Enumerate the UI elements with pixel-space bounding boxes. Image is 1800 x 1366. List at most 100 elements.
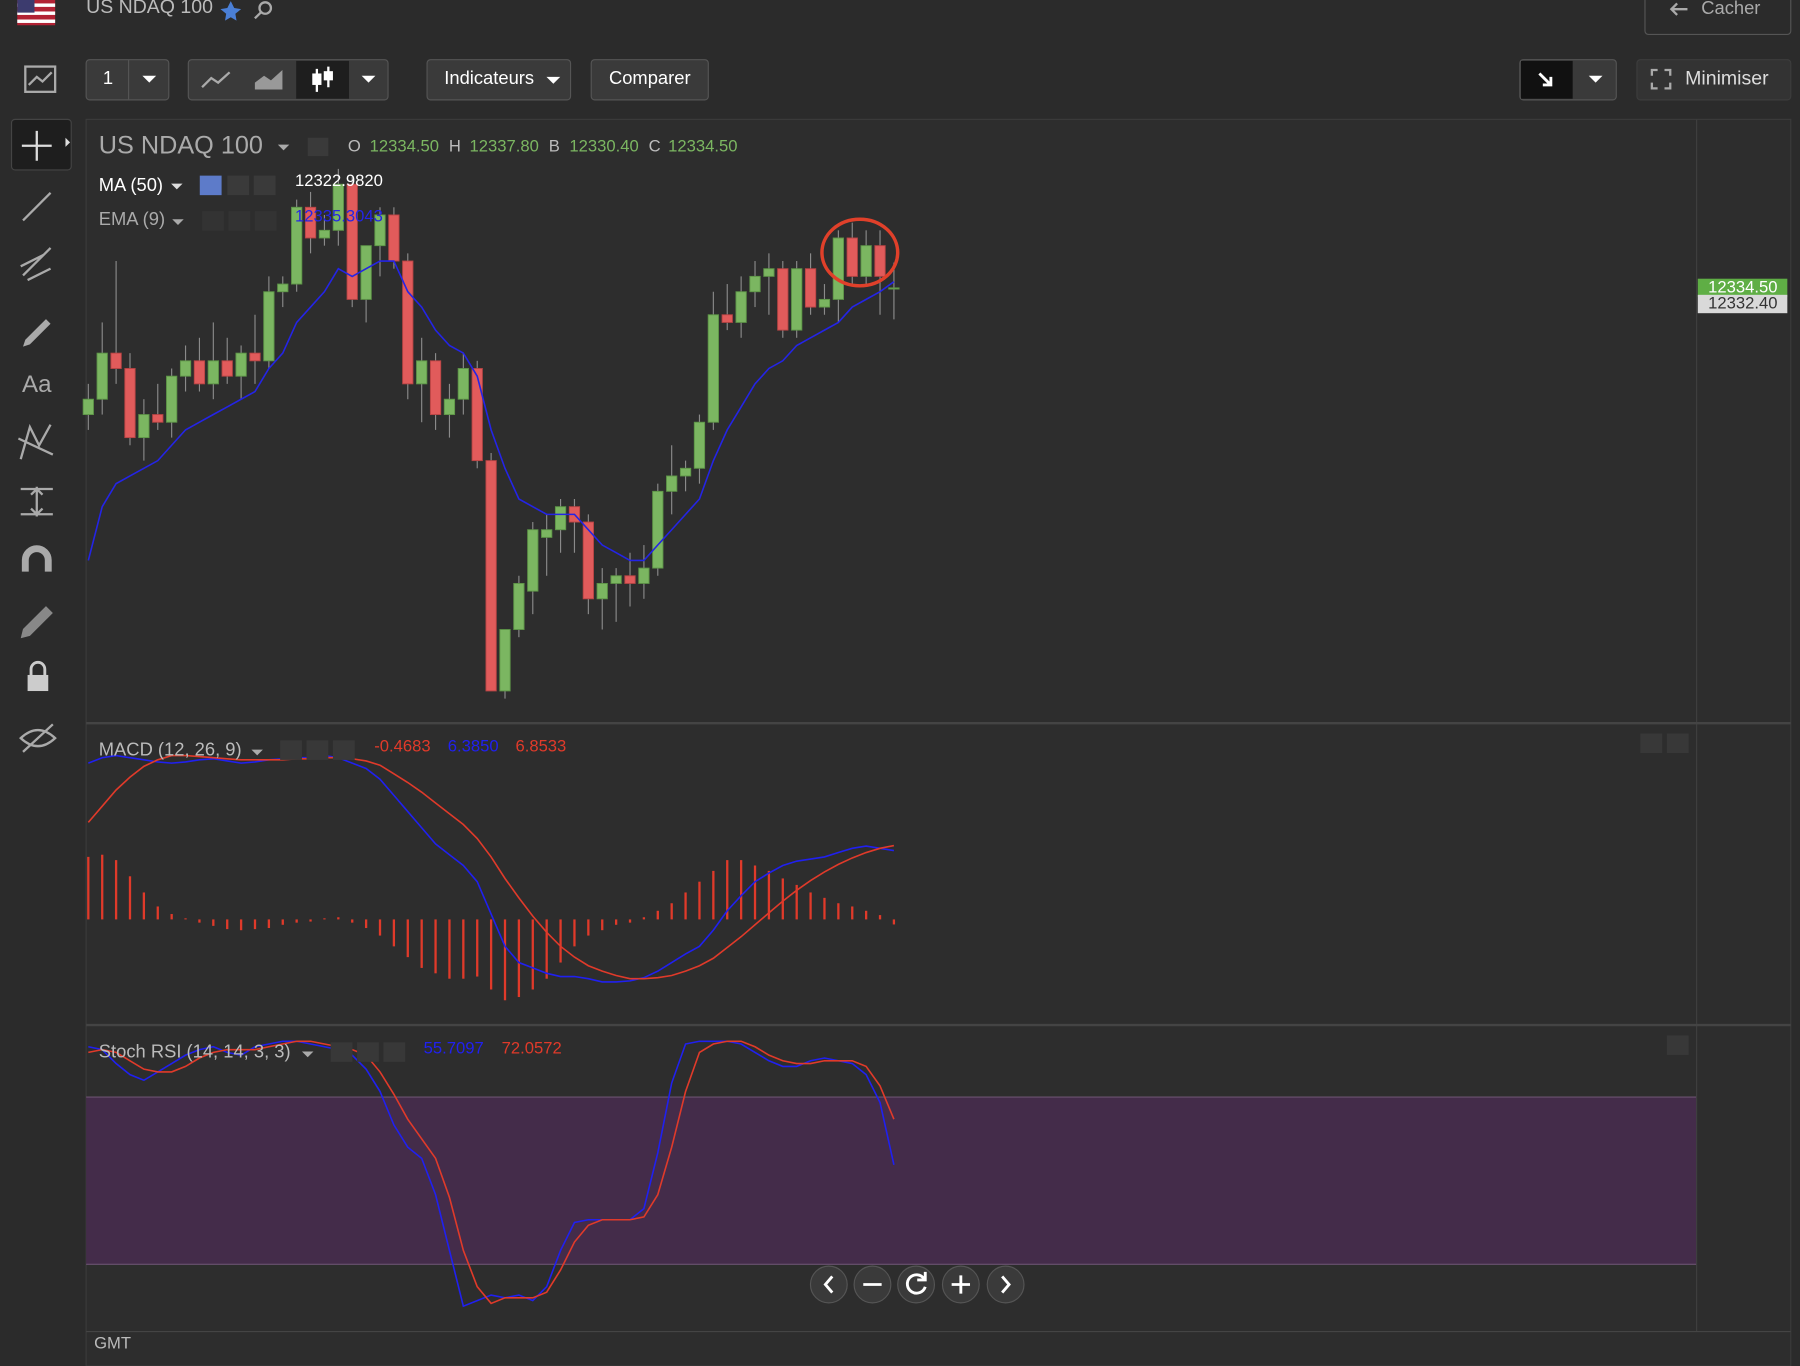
move-up-button[interactable] <box>1666 1035 1689 1055</box>
stoch-legend-value: 55.7097 <box>424 1039 484 1058</box>
interval-label[interactable]: 1 <box>103 67 113 88</box>
minimize-button[interactable] <box>1636 59 1792 101</box>
scroll-left-button[interactable] <box>809 1265 848 1304</box>
crosshair-tool-selected[interactable] <box>10 118 72 171</box>
dropdown-caret[interactable] <box>277 144 290 151</box>
candle-body <box>471 368 483 462</box>
reset-button[interactable] <box>897 1265 936 1304</box>
search-icon[interactable] <box>258 1 273 15</box>
dropdown-caret[interactable] <box>171 183 183 190</box>
scroll-right-button[interactable] <box>986 1265 1025 1304</box>
minimize-label[interactable]: Minimiser <box>1685 67 1769 89</box>
remove-icon[interactable] <box>253 175 276 196</box>
settings-icon[interactable] <box>306 740 329 760</box>
hide-drawings-tool[interactable] <box>19 723 57 753</box>
indicators-label[interactable]: Indicateurs <box>444 67 534 88</box>
histogram-bar <box>364 919 368 929</box>
top-bar: US NDAQ 100 Cacher <box>17 0 1792 36</box>
dropdown-caret[interactable] <box>251 749 263 756</box>
visibility-icon[interactable] <box>199 175 222 196</box>
candle-body <box>735 291 747 323</box>
brush-tool[interactable] <box>23 319 51 347</box>
dropdown-caret[interactable] <box>546 76 561 84</box>
macd-legend-value: 6.8533 <box>515 737 566 756</box>
candle-body <box>791 268 803 331</box>
candle-body <box>624 575 636 584</box>
histogram-bar <box>114 860 118 920</box>
move-down-button[interactable] <box>1666 733 1689 754</box>
measure-tool[interactable] <box>20 486 53 517</box>
histogram-bar <box>614 919 618 925</box>
histogram-bar <box>378 919 382 936</box>
hide-button-label[interactable]: Cacher <box>1701 0 1760 18</box>
fib-tool[interactable] <box>20 247 52 282</box>
histogram-bar <box>503 919 507 1001</box>
flag-stripe <box>17 11 56 15</box>
visibility-icon[interactable] <box>280 740 302 760</box>
move-up-button[interactable] <box>1640 733 1663 754</box>
pattern-tool[interactable] <box>17 423 54 460</box>
settings-icon[interactable] <box>227 175 250 196</box>
histogram-bar <box>212 919 215 926</box>
band-layer <box>86 1096 1697 1265</box>
compare-label[interactable]: Comparer <box>609 67 691 88</box>
histogram-bar <box>323 918 326 920</box>
candle-body <box>582 521 594 600</box>
dropdown-caret[interactable] <box>172 219 184 225</box>
indicators-button[interactable] <box>426 59 572 101</box>
dropdown-caret[interactable] <box>1588 75 1603 83</box>
candle-body <box>721 314 733 323</box>
candle-body <box>527 529 539 592</box>
visibility-icon[interactable] <box>202 211 224 231</box>
histogram-bar <box>781 878 784 920</box>
macd-legend-value: -0.4683 <box>374 737 430 756</box>
sidebar: Aa <box>10 65 72 753</box>
interval-button[interactable] <box>85 59 170 101</box>
lock-tool[interactable] <box>27 674 49 692</box>
lock-shackle <box>29 660 47 675</box>
trendline-tool[interactable] <box>22 192 52 222</box>
flag-stripe <box>17 19 56 23</box>
chart-type-selected[interactable] <box>296 60 350 99</box>
reset-icon <box>905 1271 927 1295</box>
remove-icon[interactable] <box>383 1042 406 1062</box>
remove-icon[interactable] <box>332 740 355 760</box>
histogram-bar <box>753 865 757 920</box>
dropdown-caret[interactable] <box>301 1051 314 1058</box>
dropdown-caret[interactable] <box>142 75 157 83</box>
compare-button[interactable] <box>590 59 709 101</box>
chart-icon[interactable] <box>24 65 57 93</box>
magnet-tool[interactable] <box>21 545 52 572</box>
symbol-name: US NDAQ 100 <box>86 0 213 18</box>
line-chart-icon[interactable] <box>201 71 231 89</box>
candle-body <box>749 275 761 293</box>
remove-icon[interactable] <box>254 211 277 231</box>
candle-body <box>860 245 872 277</box>
candle-body <box>332 183 344 231</box>
marks-layer <box>82 168 900 1308</box>
histogram-bar <box>837 903 840 920</box>
settings-icon[interactable] <box>357 1042 379 1062</box>
histogram-bar <box>253 919 257 930</box>
candle-body <box>804 268 817 308</box>
ema-legend-name: EMA (9) <box>99 208 165 229</box>
histogram-bar <box>656 910 659 920</box>
histogram-bar <box>864 910 868 920</box>
histogram-bar <box>476 919 479 977</box>
settings-icon[interactable] <box>228 211 251 231</box>
candle-body <box>499 629 511 692</box>
dropdown-caret[interactable] <box>361 75 376 83</box>
visibility-icon[interactable] <box>330 1042 353 1062</box>
text-tool[interactable]: Aa <box>22 371 52 398</box>
area-chart-icon[interactable] <box>254 70 283 90</box>
ohlc-label: H <box>449 136 461 155</box>
settings-icon[interactable] <box>307 137 329 157</box>
candle-body <box>457 368 469 400</box>
eraser-tool[interactable] <box>20 606 53 639</box>
candle-body <box>416 360 428 385</box>
histogram-bar <box>281 919 284 925</box>
candle-body <box>138 414 150 439</box>
favorite-star[interactable] <box>220 1 242 21</box>
